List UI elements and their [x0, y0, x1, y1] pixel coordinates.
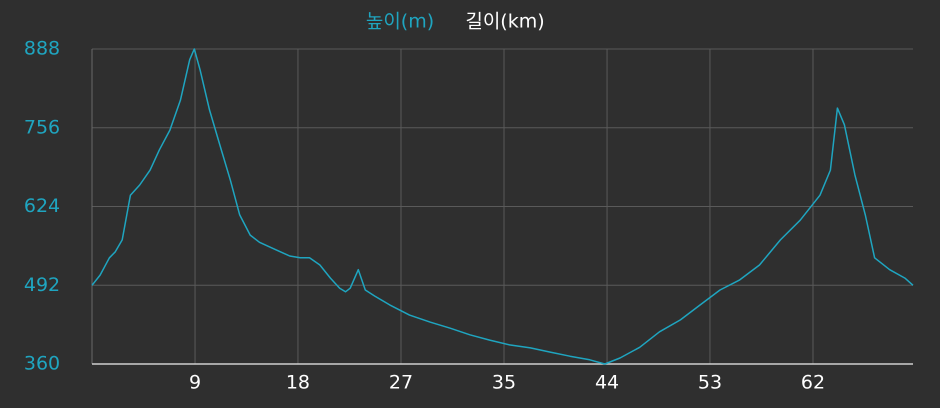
x-tick-label: 27	[389, 372, 413, 394]
x-tick-label: 35	[492, 372, 516, 394]
y-tick-label: 888	[24, 38, 60, 60]
y-tick-label: 756	[24, 116, 60, 138]
y-tick-label: 360	[24, 353, 60, 375]
x-axis-label: 길이(km)	[465, 11, 544, 33]
x-tick-label: 44	[595, 372, 619, 394]
x-tick-label: 18	[286, 372, 310, 394]
x-tick-label: 9	[189, 372, 201, 394]
legend-entry: 높이(m)	[366, 11, 434, 33]
y-tick-label: 624	[24, 195, 60, 217]
elevation-line	[91, 48, 914, 365]
y-tick-label: 492	[24, 274, 60, 296]
x-tick-label: 53	[698, 372, 722, 394]
x-tick-label: 62	[801, 372, 825, 394]
